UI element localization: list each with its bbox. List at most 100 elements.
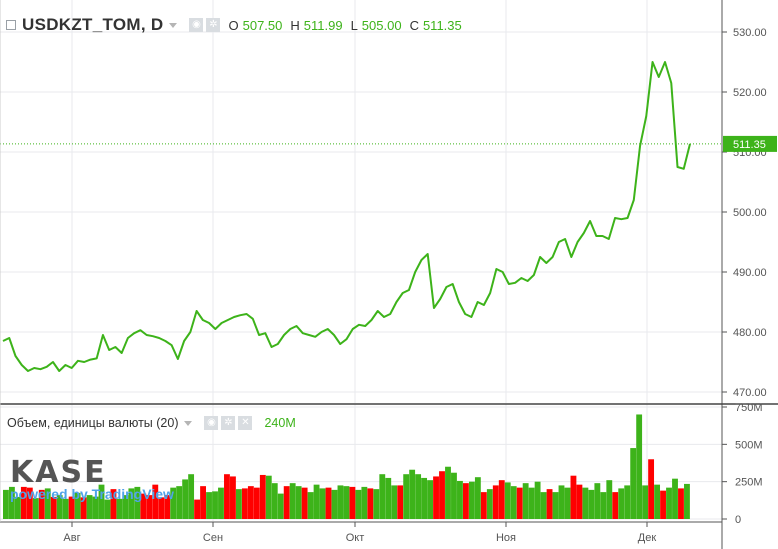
volume-bar: [439, 471, 445, 519]
volume-value: 240M: [264, 416, 296, 430]
volume-tick-label: 0: [735, 514, 741, 526]
volume-bar: [104, 499, 111, 519]
chevron-down-icon[interactable]: [169, 22, 178, 28]
last-price-tag: [723, 135, 777, 152]
volume-bar: [206, 492, 212, 519]
volume-bar: [44, 488, 51, 519]
volume-bar: [678, 488, 684, 519]
gear-icon[interactable]: ✲: [206, 18, 221, 32]
volume-bar: [528, 487, 535, 519]
volume-bar: [188, 474, 195, 519]
chevron-down-icon[interactable]: [184, 420, 193, 426]
volume-bar: [247, 486, 254, 519]
volume-bar: [92, 496, 99, 519]
volume-bar: [480, 492, 487, 519]
volume-bar: [170, 487, 177, 519]
brand-logo: KASE: [10, 455, 107, 490]
price-line: [2, 61, 691, 372]
volume-bar: [486, 489, 493, 519]
volume-bar: [630, 448, 637, 519]
volume-bar: [313, 484, 320, 519]
volume-bar: [492, 485, 499, 519]
volume-bar: [140, 493, 147, 519]
volume-title: Объем, единицы валюты (20): [7, 416, 179, 430]
volume-bar: [474, 477, 481, 519]
volume-bar: [289, 483, 296, 519]
volume-bar: [564, 487, 571, 519]
volume-tick-label: 500M: [735, 439, 763, 451]
y-tick-label: 490.00: [733, 267, 767, 279]
price-header: USDKZT_TOM, D ◉ ✲ O 507.50 H 511.99 L 50…: [0, 12, 462, 38]
y-tick-label: 530.00: [733, 27, 767, 39]
volume-bar: [582, 487, 589, 519]
powered-by-text: powered by TradingView: [10, 486, 174, 502]
x-tick-label: Дек: [638, 532, 657, 544]
volume-bar: [325, 487, 332, 519]
volume-bar: [26, 487, 33, 519]
volume-bar: [301, 487, 308, 519]
close-value: 511.35: [422, 17, 462, 33]
volume-bar: [265, 475, 272, 519]
volume-bar: [367, 488, 374, 519]
volume-bar: [361, 486, 368, 519]
volume-bar: [421, 477, 428, 519]
volume-bar: [212, 491, 218, 519]
volume-bar: [56, 495, 63, 519]
eye-icon[interactable]: ◉: [204, 416, 219, 430]
eye-icon[interactable]: ◉: [189, 18, 204, 32]
volume-bar: [349, 486, 356, 519]
volume-bar: [271, 483, 278, 519]
volume-header: Объем, единицы валюты (20) ◉ ✲ ✕ 240M: [0, 414, 296, 432]
volume-bar: [642, 485, 649, 519]
high-value: 511.99: [303, 17, 343, 33]
volume-bar: [462, 483, 469, 519]
volume-bar: [110, 489, 117, 519]
volume-bar: [3, 489, 9, 519]
volume-bar: [80, 497, 87, 519]
low-value: 505.00: [361, 17, 402, 33]
volume-bar: [152, 484, 159, 519]
volume-bar: [666, 487, 672, 519]
volume-bar: [397, 485, 404, 519]
volume-bar: [230, 476, 236, 519]
volume-bar: [648, 459, 655, 519]
volume-bar: [516, 487, 523, 519]
x-tick-label: Сен: [203, 532, 223, 544]
checkbox-icon[interactable]: [6, 20, 16, 30]
volume-bar: [576, 484, 583, 519]
volume-bar: [570, 475, 577, 519]
volume-bar: [176, 486, 183, 519]
close-label: C: [409, 17, 419, 33]
volume-bar: [253, 487, 260, 519]
close-icon[interactable]: ✕: [238, 416, 253, 430]
volume-bar: [468, 481, 475, 519]
volume-bar: [337, 485, 344, 519]
x-tick-label: Окт: [346, 532, 365, 544]
volume-bar: [122, 495, 129, 519]
volume-bar: [660, 490, 666, 519]
volume-bar: [98, 484, 105, 519]
gear-icon[interactable]: ✲: [221, 416, 236, 430]
volume-bar: [74, 492, 81, 519]
volume-bar: [624, 485, 631, 519]
volume-bar: [684, 483, 690, 519]
volume-bar: [594, 483, 601, 519]
volume-bar: [283, 486, 290, 519]
volume-bar: [146, 495, 153, 519]
volume-bar: [606, 480, 613, 519]
volume-bar: [158, 497, 165, 519]
volume-bar: [409, 469, 416, 519]
volume-bar: [403, 474, 410, 519]
volume-bar: [451, 472, 457, 519]
volume-bar: [672, 478, 678, 519]
volume-bar: [612, 492, 619, 519]
x-tick-label: Ноя: [496, 532, 516, 544]
high-label: H: [290, 17, 300, 33]
volume-bar: [355, 489, 362, 519]
volume-bar: [373, 489, 380, 519]
volume-bar: [164, 495, 171, 519]
volume-bar: [343, 486, 350, 519]
volume-bar: [427, 480, 433, 519]
